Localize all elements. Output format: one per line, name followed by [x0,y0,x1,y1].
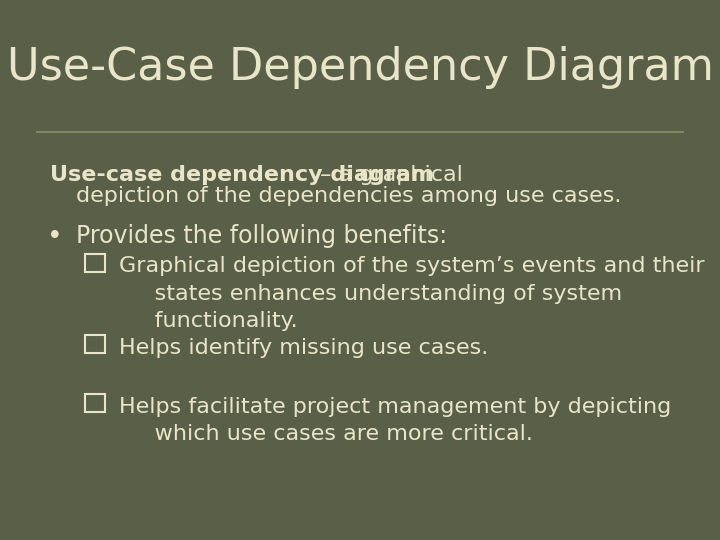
Text: •: • [47,224,63,250]
Text: Helps facilitate project management by depicting
     which use cases are more c: Helps facilitate project management by d… [119,397,671,444]
Bar [85,394,105,412]
Text: Helps identify missing use cases.: Helps identify missing use cases. [119,338,488,357]
Text: Graphical depiction of the system’s events and their
     states enhances unders: Graphical depiction of the system’s even… [119,256,704,331]
Bar [85,335,105,353]
Text: Use-case dependency diagram: Use-case dependency diagram [50,165,434,185]
Text: depiction of the dependencies among use cases.: depiction of the dependencies among use … [76,186,621,206]
Bar [85,254,105,272]
Text: Use-Case Dependency Diagram: Use-Case Dependency Diagram [6,46,714,89]
Text: Provides the following benefits:: Provides the following benefits: [76,224,446,248]
Text: – a graphical: – a graphical [313,165,463,185]
